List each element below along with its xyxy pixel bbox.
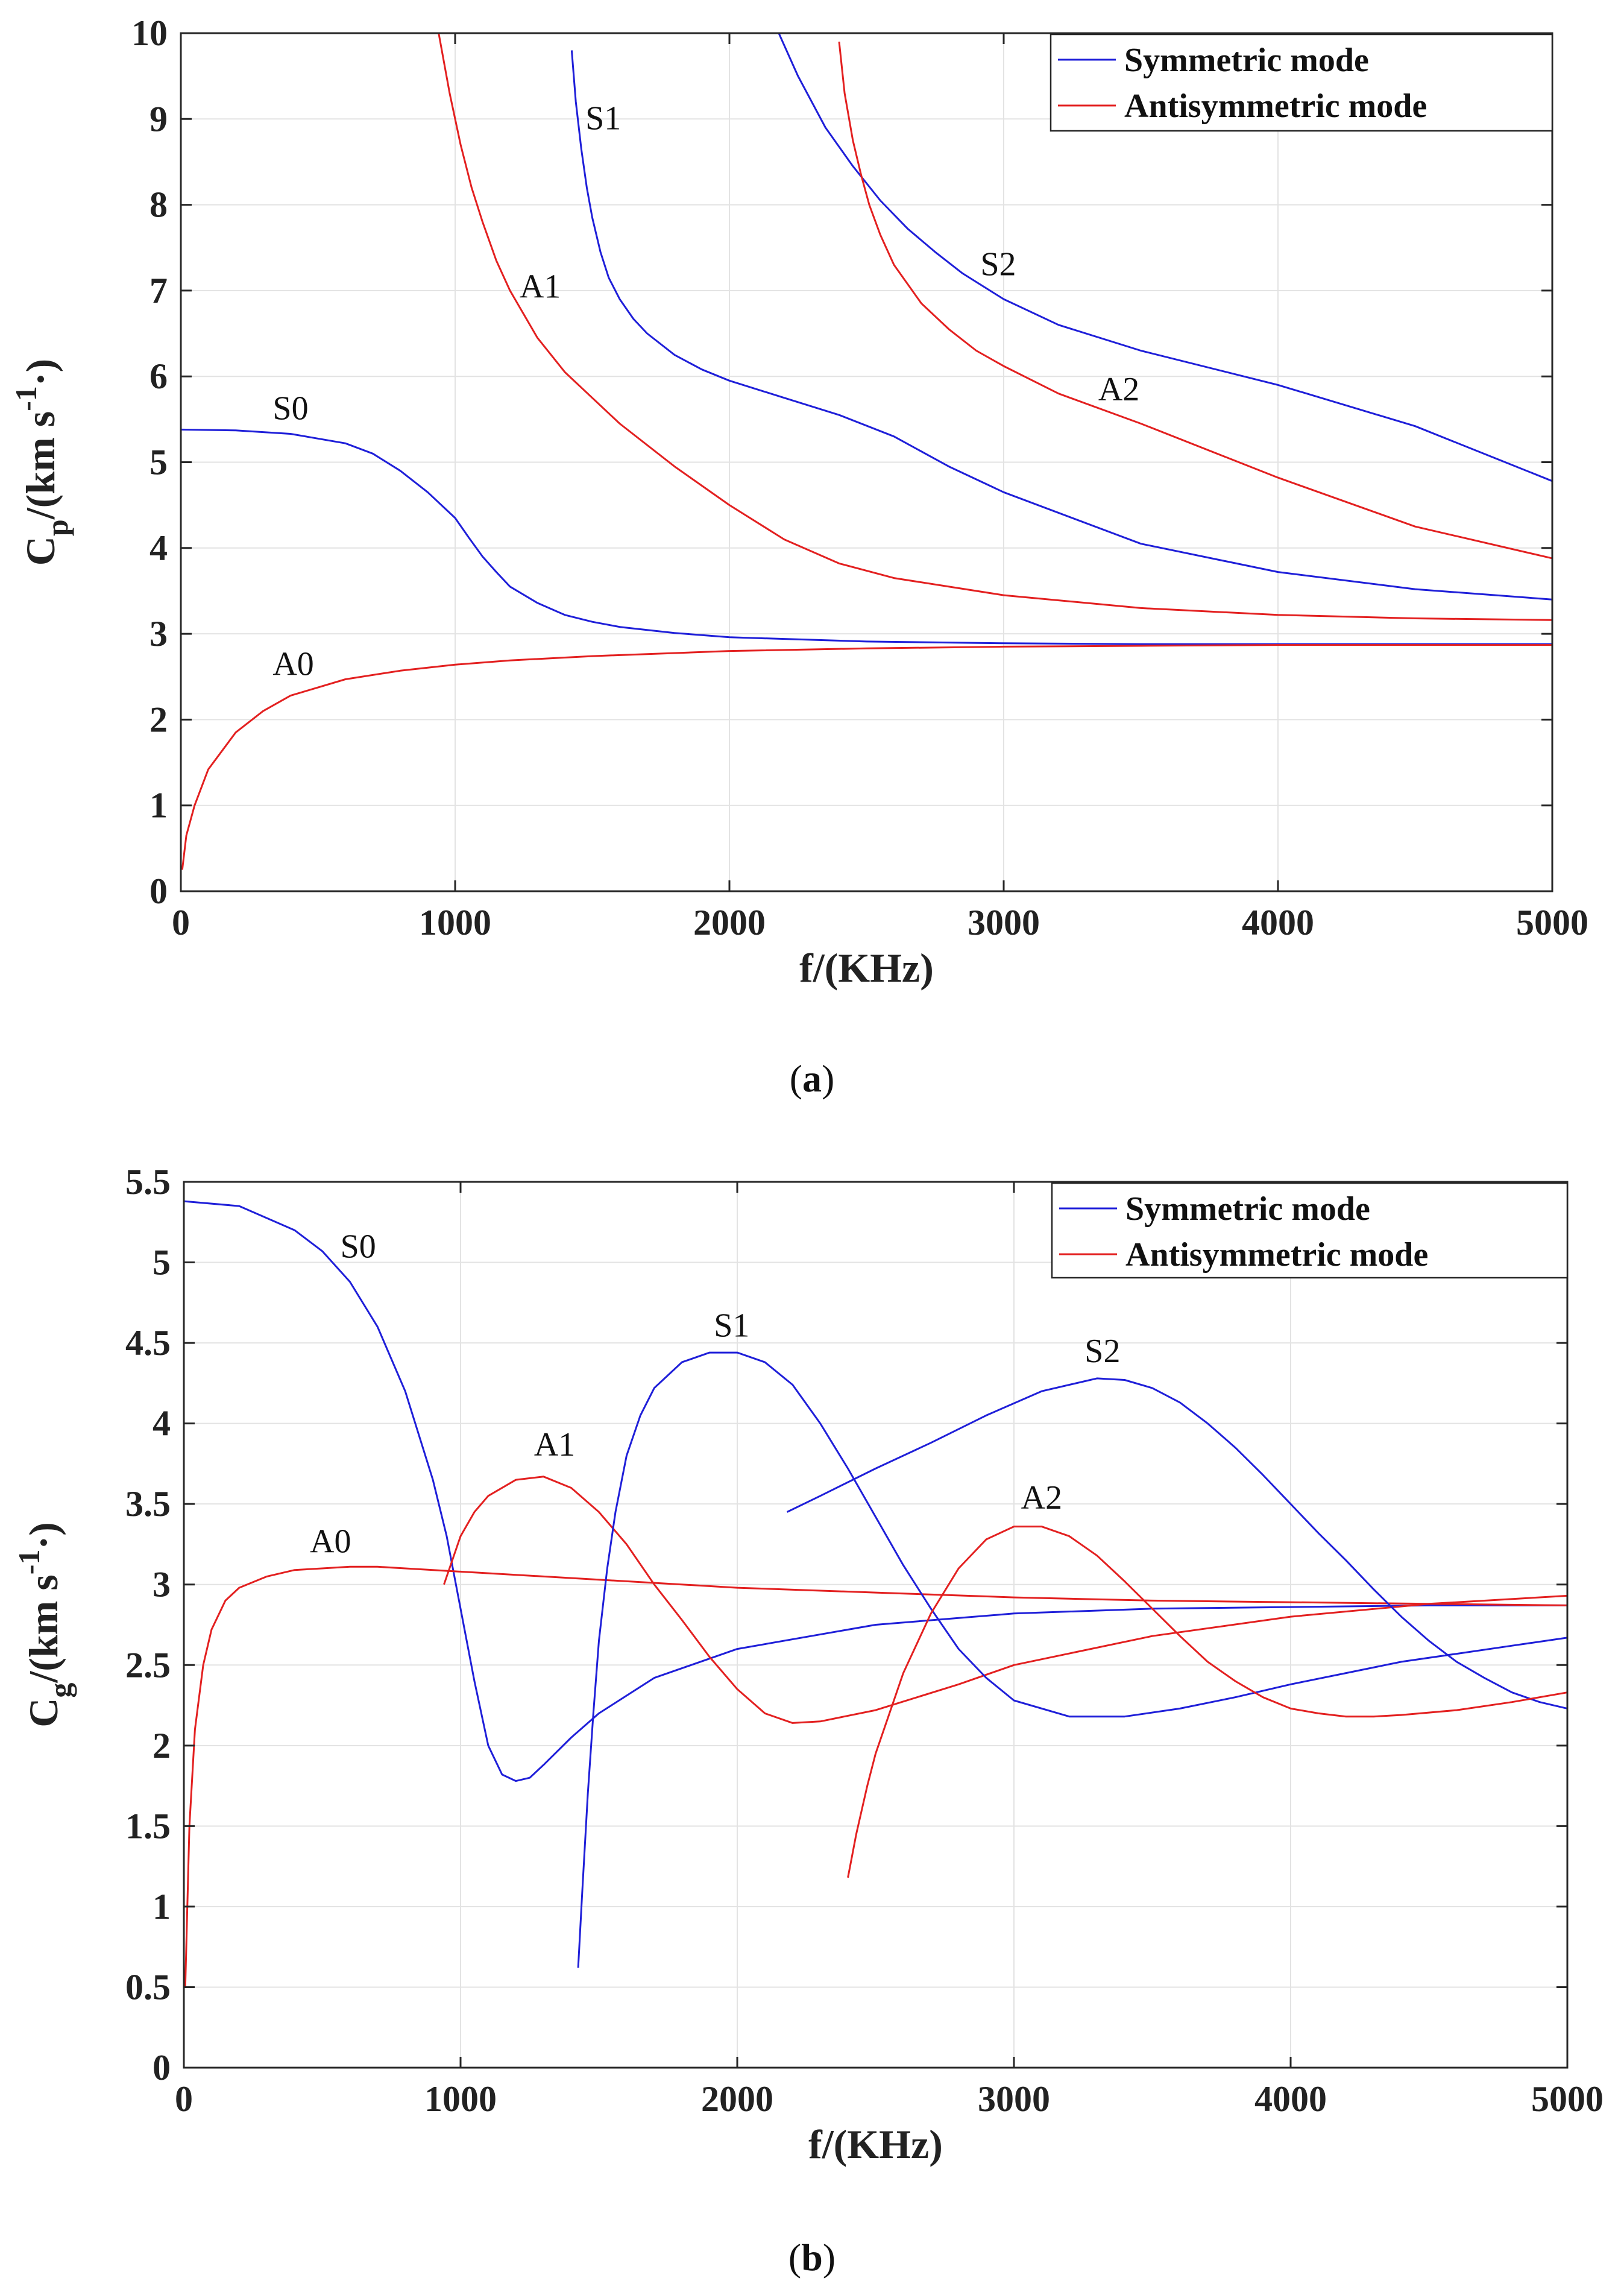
y-tick-label: 4.5 (125, 1323, 171, 1363)
y-axis-label-part: -1 (9, 386, 43, 411)
y-tick-label: 1 (153, 1887, 171, 1927)
series-a0-line (184, 1565, 1568, 1987)
chart-a: 0 1000 2000 3000 4000 5000 0 1 2 3 4 5 6 7 8 9 10 f/(KHz)… (9, 13, 1588, 1100)
y-tick-label: 2.5 (125, 1645, 171, 1685)
y-axis-label-part: -1 (12, 1550, 46, 1575)
legend-label: Antisymmetric mode (1125, 1236, 1428, 1274)
x-tick-label: 2000 (693, 903, 766, 942)
y-tick-label: 0 (153, 2048, 171, 2088)
y-tick-label: 10 (131, 13, 168, 53)
series-a0-line (181, 644, 1552, 870)
y-tick-label: 2 (149, 699, 168, 739)
y-axis-label-part: C (17, 536, 63, 566)
y-tick-label: 1 (149, 786, 168, 826)
series-s1-line (577, 1351, 1568, 1968)
y-tick-label: 5 (149, 443, 168, 482)
y-axis-label: Cp/(km s-1·) (9, 359, 74, 566)
subfigure-caption: (a) (790, 1057, 835, 1100)
curve-label-s1: S1 (585, 99, 621, 137)
series-a2-line (847, 1526, 1568, 1878)
curve-label-a2: A2 (1021, 1479, 1062, 1517)
x-tick-label: 1000 (419, 903, 491, 942)
y-tick-label: 1.5 (125, 1806, 171, 1846)
curve-label-s1: S1 (714, 1307, 749, 1344)
series-a2-line (838, 42, 1553, 560)
x-tick-label: 3000 (968, 903, 1040, 942)
curve-label-a0: A0 (310, 1523, 351, 1560)
subfigure-caption: (b) (788, 2236, 836, 2279)
curve-label-s0: S0 (341, 1228, 376, 1266)
x-tick-label: 0 (172, 903, 190, 942)
y-tick-label: 5 (153, 1243, 171, 1283)
y-axis-label-part: /(km s (20, 1574, 66, 1683)
y-axis-label-part: p (40, 519, 74, 536)
curve-label-a1: A1 (534, 1426, 575, 1463)
y-tick-label: 9 (149, 99, 168, 139)
x-tick-label: 3000 (978, 2079, 1050, 2119)
y-axis-label-part: ·) (20, 1522, 66, 1549)
curve-label-a1: A1 (520, 268, 561, 305)
legend-box (1050, 33, 1553, 132)
x-tick-label: 4000 (1242, 903, 1314, 942)
series-a1-line (443, 1476, 1568, 1724)
curve-label-s2: S2 (980, 245, 1016, 283)
legend-label: Symmetric mode (1125, 1190, 1370, 1228)
curve-label-a0: A0 (272, 645, 313, 683)
series-s2-line (778, 33, 1553, 482)
x-tick-label: 0 (175, 2079, 193, 2119)
series-a1-line (438, 33, 1553, 621)
y-axis-label: Cg/(km s-1·) (12, 1522, 77, 1728)
y-tick-label: 3.5 (125, 1484, 171, 1524)
legend-label: Symmetric mode (1124, 42, 1369, 79)
y-tick-label: 7 (149, 271, 168, 311)
y-tick-label: 8 (149, 185, 168, 225)
y-tick-label: 0 (149, 871, 168, 911)
y-tick-label: 5.5 (125, 1162, 171, 1202)
y-tick-label: 3 (153, 1565, 171, 1605)
y-axis-label-part: ·) (17, 359, 63, 386)
x-tick-label: 5000 (1531, 2079, 1604, 2119)
legend: Symmetric mode Antisymmetric mode (1050, 33, 1553, 132)
curve-label-a2: A2 (1098, 371, 1139, 408)
plot-frame (183, 1181, 1569, 2069)
curve-label-s0: S0 (272, 390, 308, 427)
x-tick-label: 2000 (701, 2079, 773, 2119)
series-s1-line (570, 50, 1553, 601)
y-tick-label: 4 (149, 528, 168, 568)
y-tick-label: 6 (149, 356, 168, 396)
legend-label: Antisymmetric mode (1124, 87, 1427, 125)
chart-b: 0 1000 2000 3000 4000 5000 0 0.5 1 1.5 2 2.5 3 3.5 4 4.… (12, 1162, 1604, 2279)
y-axis-label-part: g (43, 1683, 77, 1698)
x-tick-label: 1000 (424, 2079, 497, 2119)
legend-box (1051, 1182, 1569, 1279)
y-axis-label-part: /(km s (17, 411, 63, 520)
x-axis-label: f/(KHz) (799, 945, 934, 991)
legend: Symmetric mode Antisymmetric mode (1051, 1182, 1569, 1279)
series-s0-line (180, 428, 1552, 645)
y-tick-label: 3 (149, 614, 168, 654)
series-s0-line (183, 1200, 1567, 1782)
curve-label-s2: S2 (1084, 1333, 1120, 1370)
series-s2-line (786, 1377, 1568, 1709)
x-tick-label: 4000 (1254, 2079, 1327, 2119)
y-axis-label-part: C (20, 1698, 66, 1728)
x-axis-label: f/(KHz) (808, 2121, 943, 2167)
y-tick-label: 0.5 (125, 1967, 171, 2007)
y-tick-label: 4 (153, 1404, 171, 1444)
x-tick-label: 5000 (1516, 903, 1588, 942)
y-tick-label: 2 (153, 1726, 171, 1766)
